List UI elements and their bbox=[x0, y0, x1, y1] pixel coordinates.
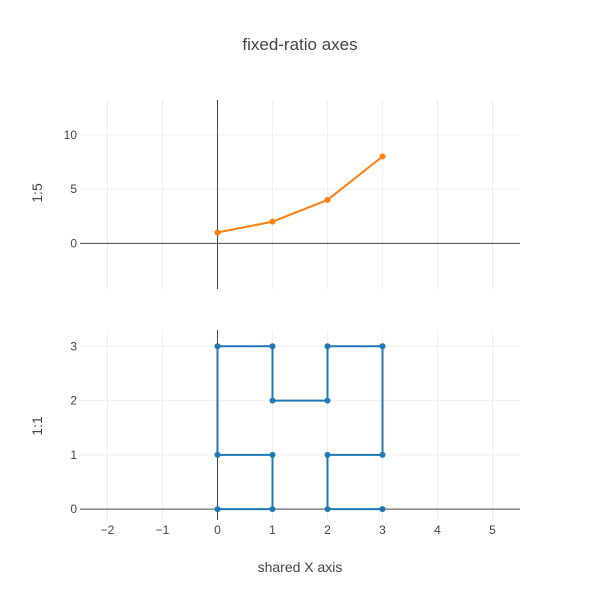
series-line bbox=[216, 345, 384, 511]
x-tick-label: 1 bbox=[269, 523, 276, 537]
top-y-axis-title: 1:5 bbox=[29, 183, 45, 203]
data-point bbox=[269, 451, 276, 458]
data-point bbox=[379, 153, 386, 160]
x-tick-label: 3 bbox=[379, 523, 386, 537]
y-tick-label: 10 bbox=[64, 128, 78, 142]
x-tick-label: −1 bbox=[156, 523, 170, 537]
data-point bbox=[324, 343, 331, 350]
data-point bbox=[214, 229, 221, 236]
subplot-2: 0 1 2 3 bbox=[70, 330, 520, 520]
data-point bbox=[269, 397, 276, 404]
y-tick-label: 1 bbox=[70, 448, 77, 462]
chart-title: fixed-ratio axes bbox=[242, 35, 357, 54]
data-point bbox=[269, 218, 276, 225]
data-point bbox=[379, 451, 386, 458]
x-tick-label: 5 bbox=[489, 523, 496, 537]
data-point bbox=[269, 343, 276, 350]
x-tick-label: −2 bbox=[101, 523, 115, 537]
plot-layer: 0 5 10 0 1 2 3 −2 −1 0 1 2 3 4 5 bbox=[64, 100, 520, 537]
data-point bbox=[324, 451, 331, 458]
x-axis-title: shared X axis bbox=[258, 559, 343, 575]
y-tick-label: 5 bbox=[70, 182, 77, 196]
data-point bbox=[379, 506, 386, 513]
y-tick-label: 0 bbox=[70, 502, 77, 516]
data-point bbox=[214, 451, 221, 458]
y-tick-label: 2 bbox=[70, 394, 77, 408]
bottom-y-axis-title: 1:1 bbox=[29, 416, 45, 436]
data-point bbox=[214, 506, 221, 513]
data-point bbox=[214, 343, 221, 350]
x-tick-label: 2 bbox=[324, 523, 331, 537]
data-point bbox=[324, 506, 331, 513]
data-point bbox=[324, 397, 331, 404]
x-tick-label: 0 bbox=[214, 523, 221, 537]
data-point bbox=[379, 343, 386, 350]
data-point bbox=[324, 196, 331, 203]
subplot-1: 0 5 10 bbox=[64, 100, 520, 289]
x-tick-label: 4 bbox=[434, 523, 441, 537]
data-point bbox=[269, 506, 276, 513]
series-line bbox=[217, 155, 384, 234]
y-tick-label: 0 bbox=[70, 236, 77, 250]
y-tick-label: 3 bbox=[70, 339, 77, 353]
